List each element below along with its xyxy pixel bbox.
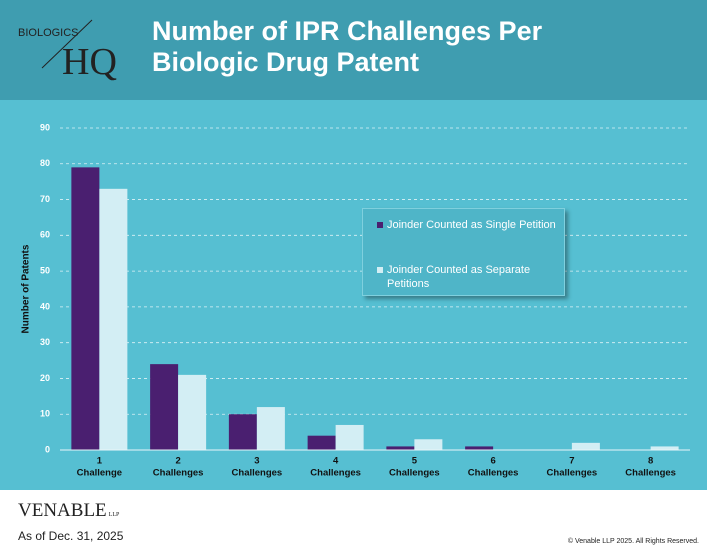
bar (229, 414, 257, 450)
x-tick-label: 6 (490, 456, 495, 467)
x-tick-label: 4 (333, 456, 339, 467)
x-tick-label: 8 (648, 456, 653, 467)
legend-label: Joinder Counted as Single Petition (387, 219, 556, 231)
x-tick-label: Challenges (468, 468, 519, 479)
x-tick-label: Challenges (310, 468, 361, 479)
bar (414, 439, 442, 450)
x-tick-label: 5 (412, 456, 418, 467)
legend-swatch (377, 222, 383, 228)
bar (651, 446, 679, 450)
y-tick-label: 40 (40, 301, 50, 311)
x-tick-label: 7 (569, 456, 574, 467)
bar (257, 407, 285, 450)
bar (465, 446, 493, 450)
x-tick-label: Challenges (389, 468, 440, 479)
bar (336, 425, 364, 450)
legend: Joinder Counted as Single Petition Joinde… (362, 208, 565, 296)
x-tick-label: Challenge (77, 468, 122, 479)
legend-label: Joinder Counted as Separate Petitions (387, 264, 530, 290)
bar (386, 446, 414, 450)
y-tick-label: 20 (40, 373, 50, 383)
y-tick-label: 10 (40, 409, 50, 419)
bar (99, 189, 127, 450)
x-tick-label: Challenges (153, 468, 204, 479)
bar (572, 443, 600, 450)
bar (150, 364, 178, 450)
y-tick-label: 50 (40, 265, 50, 275)
y-tick-label: 70 (40, 194, 50, 204)
y-tick-label: 60 (40, 230, 50, 240)
bar (178, 375, 206, 450)
y-axis-label: Number of Patents (21, 244, 32, 333)
y-tick-label: 90 (40, 122, 50, 132)
y-tick-label: 30 (40, 337, 50, 347)
x-tick-label: 2 (175, 456, 180, 467)
bar (308, 436, 336, 450)
legend-item: Joinder Counted as Single Petition (377, 218, 569, 232)
x-tick-label: Challenges (232, 468, 283, 479)
x-tick-label: Challenges (625, 468, 676, 479)
legend-swatch (377, 267, 383, 273)
bar (71, 167, 99, 450)
y-tick-label: 80 (40, 158, 50, 168)
x-tick-label: 3 (254, 456, 259, 467)
y-tick-label: 0 (45, 444, 50, 454)
logo-slash (42, 20, 92, 68)
x-tick-label: Challenges (547, 468, 598, 479)
legend-item: Joinder Counted as Separate Petitions (377, 263, 569, 291)
x-tick-label: 1 (97, 456, 103, 467)
